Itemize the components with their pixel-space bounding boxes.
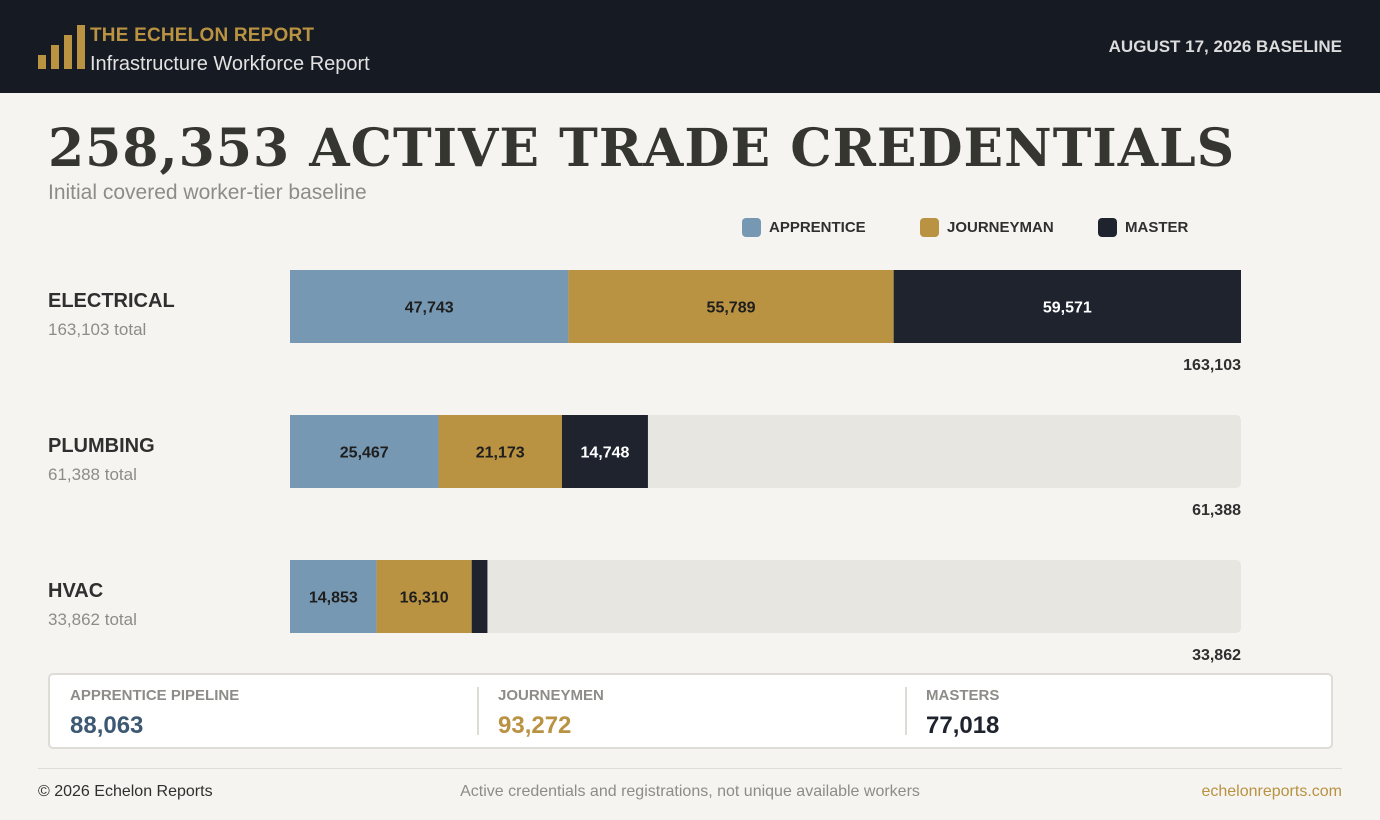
category-total-plumbing: 61,388 total [48, 465, 137, 484]
bar-value-label-plumbing-apprentice: 25,467 [340, 445, 389, 462]
stat-value-masters: 77,018 [926, 712, 1000, 739]
brand-name: THE ECHELON REPORT [90, 25, 315, 46]
stat-label-journeymen: JOURNEYMEN [498, 687, 604, 704]
category-name-hvac: HVAC [48, 580, 104, 602]
legend-label-master: MASTER [1125, 218, 1189, 236]
stacked-bar-chart: 47,743 55,789 59,571 163,103 25,467 21,173 14,… [290, 270, 1241, 664]
summary-divider [477, 687, 479, 735]
legend-label-journeyman: JOURNEYMAN [947, 218, 1054, 236]
legend-label-apprentice: APPRENTICE [769, 218, 866, 236]
legend-item-journeyman: JOURNEYMAN [920, 217, 1054, 237]
legend-swatch-journeyman [920, 217, 939, 237]
category-total-electrical: 163,103 total [48, 320, 147, 339]
summary-panel: APPRENTICE PIPELINE 88,063 JOURNEYMEN 93… [48, 673, 1333, 749]
stat-label-masters: MASTERS [926, 687, 1000, 704]
bar-total-label-hvac: 33,862 [1192, 647, 1241, 664]
legend-item-master: MASTER [1098, 217, 1188, 237]
summary-stat-apprentice: APPRENTICE PIPELINE 88,063 [50, 675, 478, 747]
category-name-electrical: ELECTRICAL [48, 290, 175, 312]
category-total-hvac: 33,862 total [48, 610, 137, 629]
summary-divider [905, 687, 907, 735]
stat-label-apprentice: APPRENTICE PIPELINE [70, 687, 240, 704]
bar-segment-electrical-apprentice [290, 270, 569, 343]
bar-segment-electrical-master [893, 270, 1241, 343]
bar-value-label-hvac-apprentice: 14,853 [309, 590, 358, 607]
bar-total-label-electrical: 163,103 [1183, 357, 1241, 374]
bar-segment-hvac-master [471, 560, 488, 633]
bar-value-label-plumbing-master: 14,748 [580, 445, 629, 462]
stat-value-apprentice: 88,063 [70, 712, 144, 739]
summary-stat-masters: MASTERS 77,018 [906, 675, 1334, 747]
legend-item-apprentice: APPRENTICE [742, 217, 866, 237]
legend-swatch-apprentice [742, 217, 761, 237]
page-subtitle: Initial covered worker-tier baseline [48, 181, 367, 204]
footer-copyright: © 2026 Echelon Reports [38, 783, 213, 800]
bar-chart-logo-icon [38, 25, 86, 69]
baseline-date: AUGUST 17, 2026 BASELINE [1108, 37, 1342, 56]
report-header: THE ECHELON REPORT Infrastructure Workfo… [0, 0, 1380, 93]
bar-value-label-electrical-journeyman: 55,789 [707, 300, 756, 317]
legend-swatch-master [1098, 217, 1117, 237]
bar-segment-electrical-journeyman [568, 270, 894, 343]
bar-segment-plumbing-apprentice [290, 415, 439, 488]
footer-divider [38, 768, 1342, 769]
bar-segment-plumbing-master [561, 415, 648, 488]
footer-note: Active credentials and registrations, no… [460, 783, 920, 800]
bar-value-label-electrical-master: 59,571 [1043, 300, 1092, 317]
bar-total-label-plumbing: 61,388 [1192, 502, 1241, 519]
report-subtitle: Infrastructure Workforce Report [90, 53, 370, 75]
footer-link[interactable]: echelonreports.com [1201, 783, 1342, 800]
bar-value-label-electrical-apprentice: 47,743 [405, 300, 454, 317]
bar-segment-hvac-apprentice [290, 560, 377, 633]
bar-value-label-plumbing-journeyman: 21,173 [476, 445, 525, 462]
bar-segment-hvac-journeyman [376, 560, 472, 633]
summary-stat-journeymen: JOURNEYMEN 93,272 [478, 675, 906, 747]
stat-value-journeymen: 93,272 [498, 712, 572, 739]
bar-track-hvac [290, 560, 1241, 633]
category-name-plumbing: PLUMBING [48, 435, 155, 457]
bar-value-label-hvac-journeyman: 16,310 [400, 590, 449, 607]
page-title: 258,353 ACTIVE TRADE CREDENTIALS [48, 118, 1236, 179]
bar-segment-plumbing-journeyman [438, 415, 562, 488]
